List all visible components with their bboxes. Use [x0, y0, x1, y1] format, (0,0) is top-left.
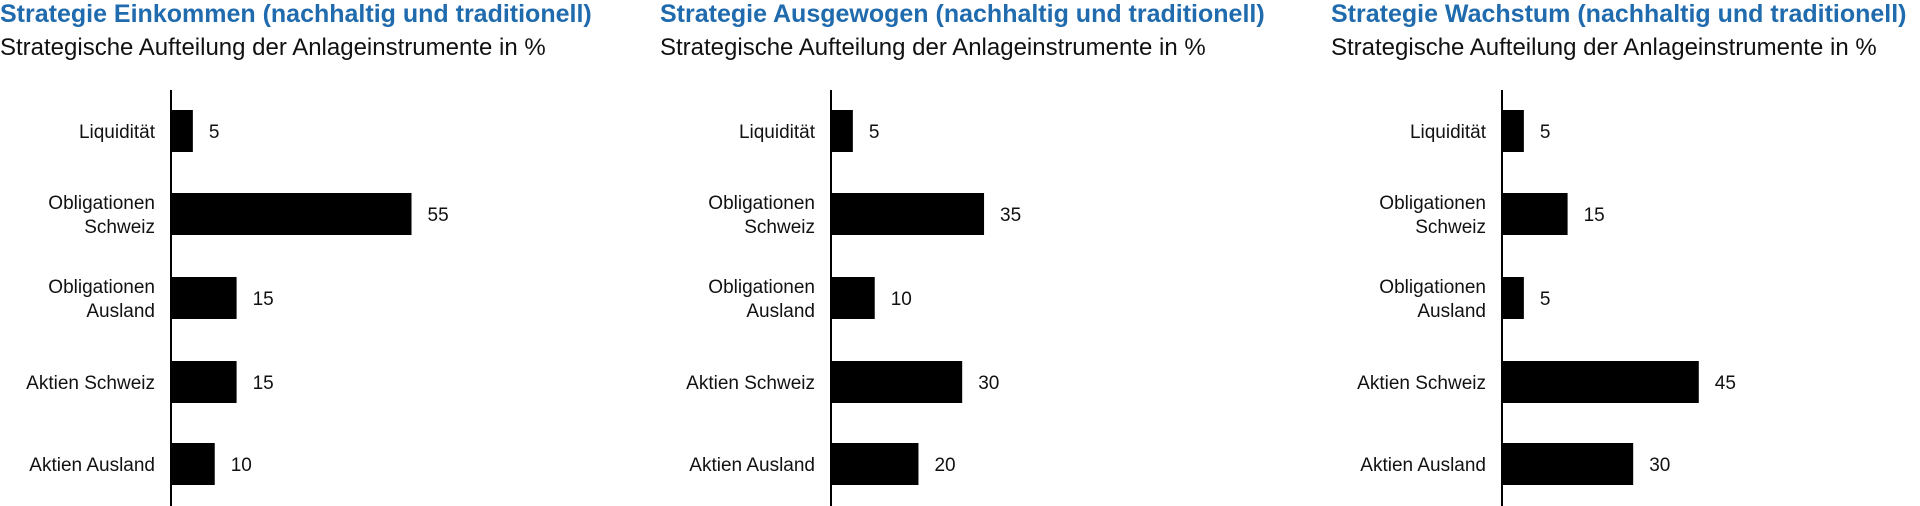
value-label: 35 [1000, 205, 1021, 226]
chart-title: Strategie Ausgewogen (nachhaltig und tra… [660, 0, 1265, 28]
bar-chart-svg: 5 Liquidität 35 Obligationen Schweiz 10 Obliga… [686, 90, 1021, 506]
chart-einkommen: Strategie Einkommen (nachhaltig und trad… [0, 0, 640, 506]
bar [1502, 277, 1524, 319]
value-label: 10 [891, 289, 912, 310]
chart-subtitle: Strategische Aufteilung der Anlageinstru… [1331, 34, 1877, 61]
category-label: Ausland [746, 301, 815, 322]
category-label: Liquidität [1410, 122, 1487, 143]
bar [171, 110, 193, 152]
category-label: Aktien Ausland [689, 455, 815, 476]
category-label: Schweiz [84, 217, 155, 238]
category-label: Aktien Ausland [1360, 455, 1486, 476]
value-label: 30 [1649, 455, 1670, 476]
value-label: 5 [209, 122, 220, 143]
chart-title: Strategie Einkommen (nachhaltig und trad… [0, 0, 592, 28]
bar-chart-svg: 5 Liquidität 55 Obligationen Schweiz 15 Obliga… [26, 90, 449, 506]
chart-wachstum: Strategie Wachstum (nachhaltig und tradi… [1331, 0, 1920, 506]
value-label: 5 [1540, 122, 1551, 143]
bar [171, 443, 215, 485]
bar [831, 361, 963, 403]
category-label: Schweiz [744, 217, 815, 238]
category-label: Obligationen [1379, 277, 1486, 298]
bar [171, 193, 412, 235]
value-label: 15 [1584, 205, 1605, 226]
category-label: Schweiz [1415, 217, 1486, 238]
value-label: 55 [428, 205, 449, 226]
bar [831, 110, 853, 152]
category-label: Aktien Schweiz [686, 373, 815, 394]
bar [1502, 443, 1634, 485]
category-label: Aktien Schweiz [26, 373, 155, 394]
value-label: 15 [253, 289, 274, 310]
value-label: 5 [869, 122, 880, 143]
bar [831, 193, 985, 235]
value-label: 10 [231, 455, 252, 476]
chart-ausgewogen: Strategie Ausgewogen (nachhaltig und tra… [660, 0, 1300, 506]
category-label: Obligationen [708, 277, 815, 298]
chart-title: Strategie Wachstum (nachhaltig und tradi… [1331, 0, 1907, 28]
category-label: Liquidität [79, 122, 156, 143]
value-label: 15 [253, 373, 274, 394]
category-label: Liquidität [739, 122, 816, 143]
chart-subtitle: Strategische Aufteilung der Anlageinstru… [660, 34, 1206, 61]
bar [1502, 110, 1524, 152]
value-label: 30 [978, 373, 999, 394]
category-label: Obligationen [48, 277, 155, 298]
category-label: Obligationen [708, 193, 815, 214]
chart-subtitle: Strategische Aufteilung der Anlageinstru… [0, 34, 546, 61]
bar [171, 361, 237, 403]
category-label: Obligationen [48, 193, 155, 214]
category-label: Obligationen [1379, 193, 1486, 214]
value-label: 45 [1715, 373, 1736, 394]
category-label: Ausland [1417, 301, 1486, 322]
bar [831, 443, 919, 485]
category-label: Ausland [86, 301, 155, 322]
bar [831, 277, 875, 319]
category-label: Aktien Schweiz [1357, 373, 1486, 394]
value-label: 5 [1540, 289, 1551, 310]
category-label: Aktien Ausland [29, 455, 155, 476]
value-label: 20 [934, 455, 955, 476]
bar [171, 277, 237, 319]
bar-chart-svg: 5 Liquidität 15 Obligationen Schweiz 5 Obligat… [1357, 90, 1736, 506]
bar [1502, 193, 1568, 235]
bar [1502, 361, 1699, 403]
